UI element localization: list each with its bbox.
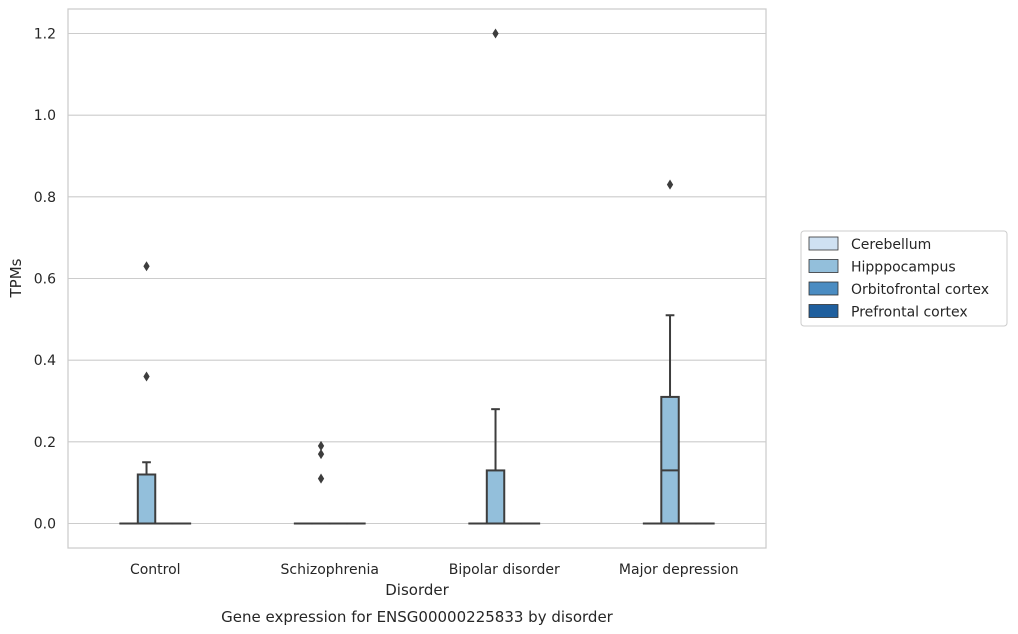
y-axis-label: TPMs (7, 258, 25, 298)
y-tick-labels: 0.0 0.2 0.4 0.6 0.8 1.0 1.2 (34, 27, 56, 533)
outlier-point (666, 179, 674, 190)
outlier-point (492, 28, 499, 39)
outlier-point (143, 261, 150, 272)
outlier-point (143, 371, 150, 382)
legend-swatch (808, 236, 839, 251)
plot-frame (67, 8, 767, 549)
chart-title: Gene expression for ENSG00000225833 by d… (221, 608, 614, 626)
box-iqr (136, 473, 157, 525)
legend-frame (800, 230, 1008, 327)
y-tick-label: 0.4 (34, 353, 56, 369)
outlier-point (317, 440, 325, 451)
y-tick-label: 0.2 (34, 435, 56, 451)
x-tick-label: Schizophrenia (281, 562, 379, 578)
y-tick-label: 1.2 (34, 27, 56, 43)
legend-swatch (808, 259, 839, 273)
legend-label: Prefrontal cortex (851, 305, 968, 321)
outlier-point (317, 473, 325, 484)
y-tick-label: 1.0 (34, 108, 56, 124)
legend-swatch (808, 281, 839, 296)
x-tick-label: Control (130, 562, 181, 578)
y-tick-label: 0.0 (34, 517, 56, 533)
box-hipppocampus (660, 179, 680, 525)
box-iqr (485, 469, 506, 525)
box-hipppocampus (136, 261, 157, 525)
box-plots (119, 28, 715, 525)
box-hipppocampus (485, 28, 506, 525)
y-tick-label: 0.8 (34, 190, 56, 206)
outlier-point (317, 449, 325, 460)
grid-lines (68, 32, 766, 525)
box-iqr (660, 395, 680, 525)
legend-label: Orbitofrontal cortex (851, 282, 989, 298)
legend-swatch (808, 304, 839, 318)
legend-label: Cerebellum (851, 237, 931, 253)
x-axis-label: Disorder (385, 581, 449, 599)
x-tick-label: Major depression (619, 562, 739, 578)
legend: Cerebellum Hipppocampus Orbitofrontal cort… (800, 230, 1008, 327)
x-tick-labels: Control Schizophrenia Bipolar disorder Majo… (130, 562, 739, 578)
legend-label: Hipppocampus (851, 260, 956, 276)
box-hipppocampus (311, 440, 331, 525)
x-tick-label: Bipolar disorder (449, 562, 560, 578)
y-tick-label: 0.6 (34, 272, 56, 288)
